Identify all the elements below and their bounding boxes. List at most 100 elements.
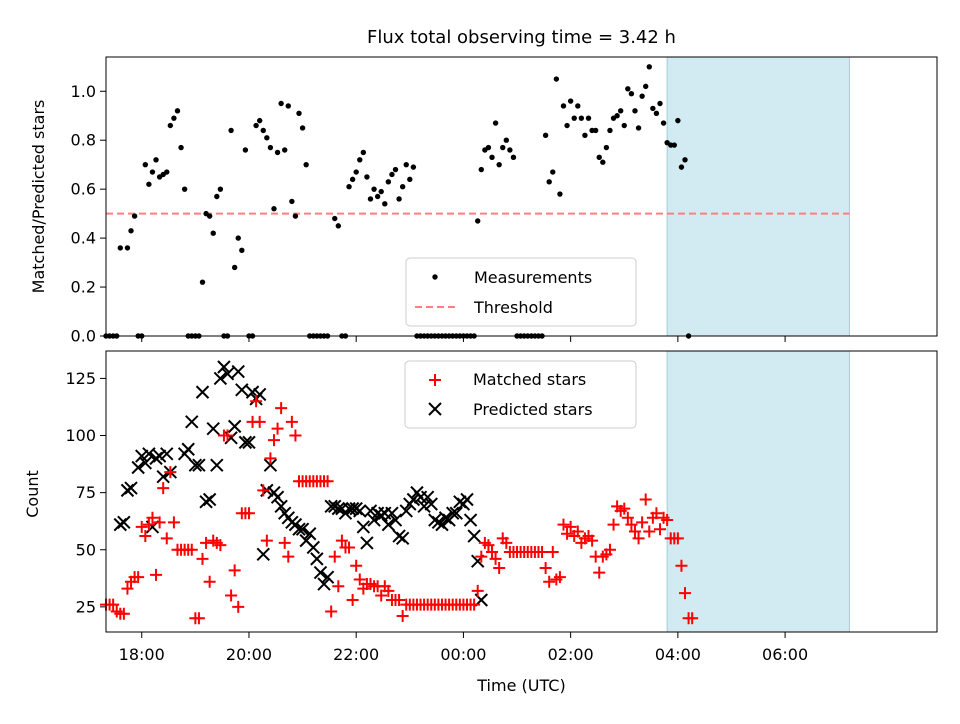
top-plot-frame <box>105 56 938 337</box>
matched-point <box>643 525 656 538</box>
matched-point <box>654 523 666 536</box>
matched-point <box>335 534 348 547</box>
measurement-point <box>335 223 342 229</box>
matched-point <box>160 532 173 545</box>
matched-point <box>539 562 552 575</box>
matched-point <box>167 516 180 529</box>
top-legend: Measurements Threshold <box>405 257 637 327</box>
matched-point <box>346 594 359 607</box>
measurement-point <box>282 147 288 153</box>
measurement-point <box>657 100 663 107</box>
predicted-point <box>356 520 371 534</box>
measurement-point <box>382 201 388 207</box>
measurement-point <box>646 64 652 70</box>
matched-point <box>593 566 606 579</box>
measurement-point <box>274 149 281 156</box>
measurement-point <box>410 164 417 170</box>
matched-point <box>353 573 366 586</box>
measurement-point <box>292 213 299 219</box>
measurement-point <box>332 215 338 222</box>
matched-point <box>278 536 291 549</box>
measurement-point <box>660 120 667 126</box>
matched-point <box>107 598 120 611</box>
measurement-point <box>621 122 627 129</box>
matched-point <box>289 429 302 442</box>
top-highlight-span <box>666 56 850 337</box>
measurement-point <box>117 245 123 251</box>
measurement-point <box>253 122 259 129</box>
measurement-point <box>675 117 681 124</box>
bottom-legend: Matched stars Predicted stars <box>404 360 637 429</box>
predicted-point <box>295 522 310 536</box>
measurement-point <box>178 144 184 151</box>
xtick-label: 04:00 <box>655 645 701 664</box>
matched-point <box>214 539 227 552</box>
measurement-point <box>364 174 370 180</box>
matched-point <box>253 415 266 428</box>
measurement-point <box>557 191 563 197</box>
measurement-point <box>389 171 395 178</box>
predicted-point <box>227 419 242 434</box>
measurement-point <box>578 115 585 121</box>
measurement-point <box>510 154 517 161</box>
predicted-point <box>210 458 224 472</box>
measurement-point <box>174 108 181 114</box>
legend-matched-marker <box>429 374 441 386</box>
predicted-point <box>231 364 245 379</box>
matched-point <box>625 518 638 531</box>
predicted-point <box>217 360 231 374</box>
top-ytick-label: 1.0 <box>71 82 96 101</box>
measurement-point <box>607 127 613 134</box>
matched-point <box>571 525 584 538</box>
measurement-point <box>643 83 649 90</box>
measurement-point <box>349 176 356 183</box>
top-ytick-label: 0.6 <box>71 180 96 199</box>
predicted-point <box>381 517 396 532</box>
measurement-point <box>571 115 577 121</box>
predicted-point <box>395 531 410 546</box>
matched-point <box>325 605 338 618</box>
measurement-point <box>603 144 610 151</box>
measurement-point <box>625 86 631 92</box>
matched-point <box>686 612 699 625</box>
measurement-point <box>635 125 642 131</box>
measurement-point <box>478 166 484 173</box>
measurement-point <box>239 247 245 254</box>
matched-point <box>468 598 481 611</box>
matched-point <box>632 532 645 545</box>
measurement-point <box>124 245 131 251</box>
predicted-point <box>152 449 167 463</box>
measurement-point <box>357 157 363 163</box>
predicted-point <box>181 442 195 456</box>
top-ytick-label: 0.0 <box>71 327 96 346</box>
measurement-point <box>210 230 216 236</box>
predicted-point <box>117 515 131 530</box>
matched-point <box>375 589 388 602</box>
predicted-point <box>449 506 463 520</box>
measurement-point <box>235 235 241 241</box>
matched-point <box>328 550 341 563</box>
measurement-point <box>371 186 377 192</box>
measurement-point <box>271 206 277 212</box>
top-legend-frame <box>405 257 637 327</box>
measurement-point <box>149 169 156 175</box>
legend-matched-label: Matched stars <box>473 370 586 389</box>
predicted-point <box>467 529 481 543</box>
matched-point <box>489 552 502 565</box>
matched-point <box>135 520 148 533</box>
matched-stars-series <box>100 395 699 625</box>
predicted-point <box>424 497 438 511</box>
measurement-point <box>550 169 556 175</box>
measurement-point <box>374 193 381 200</box>
predicted-point <box>353 504 367 518</box>
matched-point <box>200 536 213 549</box>
matched-point <box>321 475 334 488</box>
x-axis-label: Time (UTC) <box>476 676 565 695</box>
predicted-point <box>242 435 256 450</box>
predicted-point <box>463 513 478 527</box>
matched-point <box>275 402 288 415</box>
measurement-point <box>217 186 224 192</box>
measurement-point <box>500 144 506 151</box>
matched-point <box>242 507 255 520</box>
top-ytick-label: 0.8 <box>71 131 96 150</box>
